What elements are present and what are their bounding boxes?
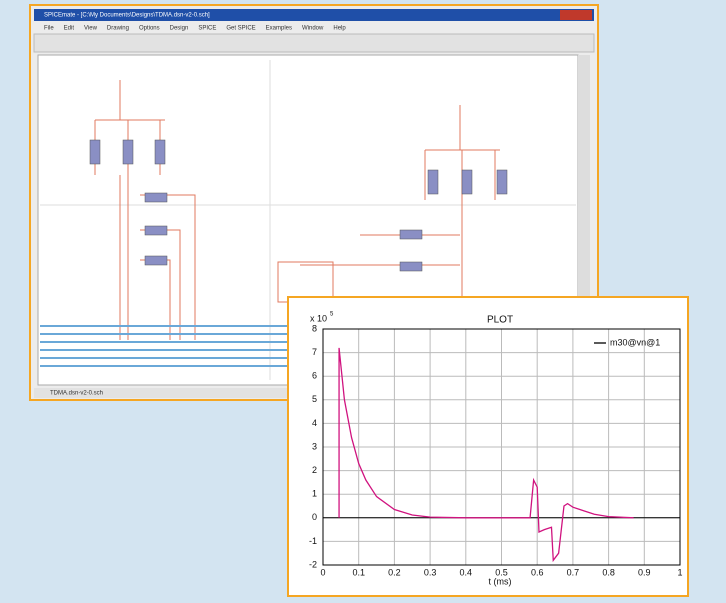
legend-label: m30@vn@1 (610, 337, 660, 347)
y-tick-label: 3 (312, 441, 317, 451)
x-tick-label: 0.1 (352, 567, 365, 577)
menu-item[interactable]: View (84, 26, 98, 32)
x-tick-label: 0.2 (388, 567, 401, 577)
x-tick-label: 0.8 (602, 567, 615, 577)
toolbar (34, 34, 594, 52)
menu-item[interactable]: Options (139, 26, 160, 32)
y-tick-label: 4 (312, 418, 317, 428)
window-title: SPICEmate - [C:\My Documents\Designs\TDM… (44, 13, 210, 19)
menu-item[interactable]: Window (302, 26, 324, 32)
y-tick-label: 5 (312, 394, 317, 404)
status-text: TDMA.dsn-v2-0.sch (50, 391, 103, 397)
y-multiplier: x 10 (310, 313, 327, 323)
menu-item[interactable]: SPICE (198, 26, 216, 32)
x-tick-label: 0.7 (567, 567, 580, 577)
x-axis-label: t (ms) (489, 576, 512, 586)
y-tick-label: 8 (312, 323, 317, 333)
menu-item[interactable]: Design (170, 26, 189, 32)
menu-item[interactable]: Examples (266, 26, 292, 32)
window-controls[interactable] (560, 10, 592, 20)
y-tick-label: 0 (312, 512, 317, 522)
y-tick-label: 1 (312, 489, 317, 499)
y-tick-label: 7 (312, 347, 317, 357)
y-tick-label: -1 (309, 536, 317, 546)
menu-item[interactable]: Drawing (107, 26, 129, 32)
menu-item[interactable]: Help (333, 26, 346, 32)
y-tick-label: 6 (312, 371, 317, 381)
x-tick-label: 0.5 (495, 567, 508, 577)
y-tick-label: -2 (309, 559, 317, 569)
menu-item[interactable]: Edit (64, 26, 75, 32)
x-tick-label: 0.6 (531, 567, 544, 577)
x-tick-label: 0.3 (424, 567, 437, 577)
y-tick-label: 2 (312, 465, 317, 475)
x-tick-label: 1 (677, 567, 682, 577)
x-tick-label: 0 (320, 567, 325, 577)
chart-title: PLOT (487, 315, 513, 326)
x-tick-label: 0.4 (460, 567, 473, 577)
menu-item[interactable]: File (44, 26, 54, 32)
x-tick-label: 0.9 (638, 567, 651, 577)
menu-item[interactable]: Get SPICE (226, 26, 255, 32)
page: SPICEmate - [C:\My Documents\Designs\TDM… (0, 0, 726, 598)
